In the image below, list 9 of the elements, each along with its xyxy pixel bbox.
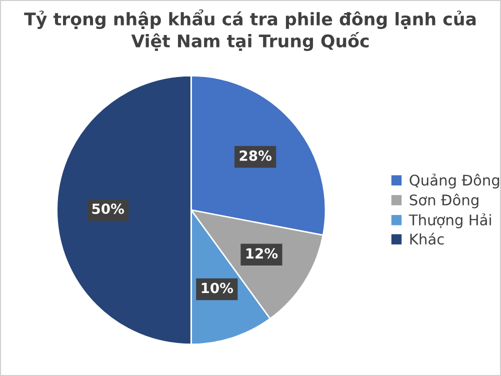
chart-title: Tỷ trọng nhập khẩu cá tra phile đông lạnh của Việt Nam tại Trung Quốc: [24, 9, 476, 51]
legend-label: Quảng Đông: [410, 174, 500, 188]
data-label: 28%: [240, 150, 272, 161]
data-label: 10%: [202, 282, 234, 294]
legend-label: Khác: [410, 232, 444, 245]
data-label: 12%: [246, 248, 278, 259]
legend-label: Sơn Đông: [410, 194, 478, 208]
legend-label: Thượng Hải: [408, 213, 491, 228]
data-label: 50%: [92, 204, 124, 214]
